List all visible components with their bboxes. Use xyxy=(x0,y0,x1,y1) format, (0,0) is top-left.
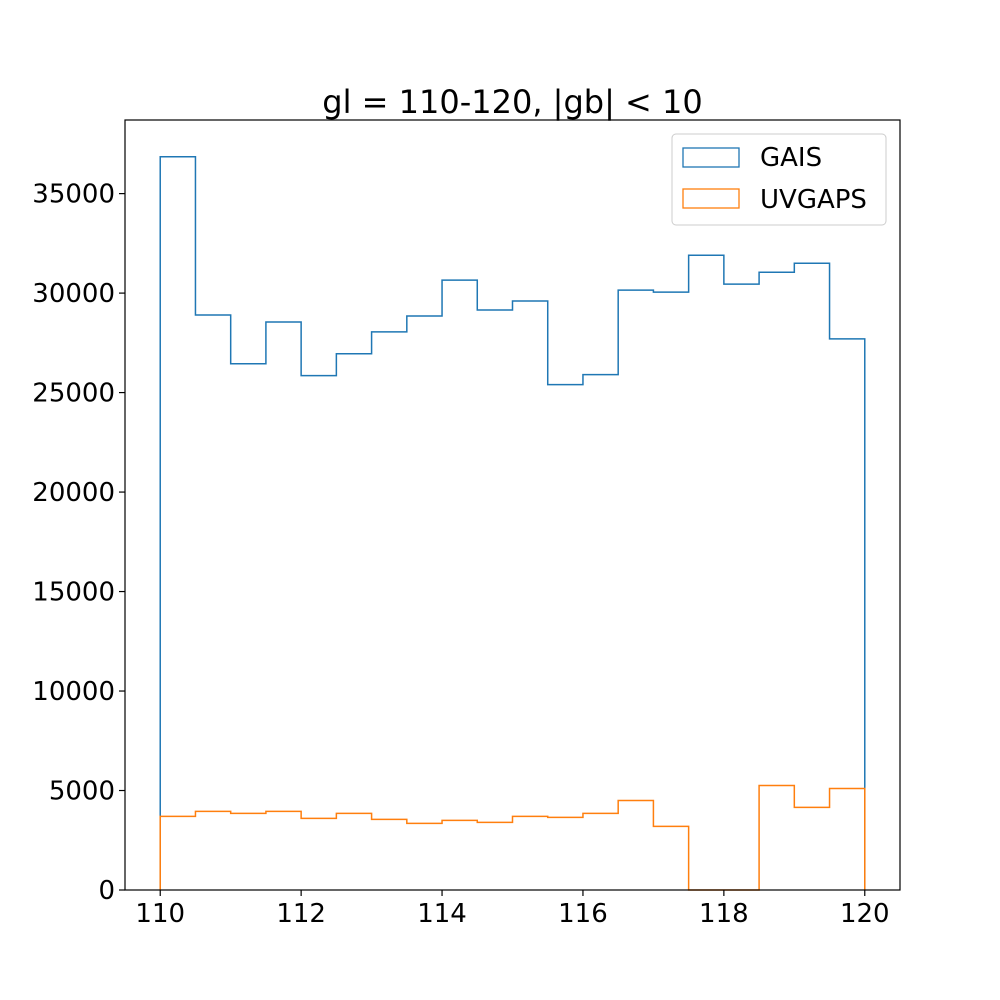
y-tick-label: 5000 xyxy=(49,777,115,807)
x-tick-label: 118 xyxy=(699,899,749,929)
axes-frame xyxy=(124,119,901,891)
y-tick-label: 30000 xyxy=(32,279,115,309)
y-tick-label: 15000 xyxy=(32,578,115,608)
x-axis: 110 112 114 116 118 120 xyxy=(135,890,890,929)
series-line-gais xyxy=(159,156,866,890)
legend-label-uvgaps: UVGAPS xyxy=(760,185,867,215)
y-tick-label: 25000 xyxy=(32,379,115,409)
y-tick-label: 35000 xyxy=(32,180,115,210)
x-tick-label: 110 xyxy=(135,899,185,929)
x-tick-label: 112 xyxy=(276,899,326,929)
y-tick-label: 20000 xyxy=(32,478,115,508)
legend-swatch-gais xyxy=(682,147,740,168)
x-tick-label: 114 xyxy=(417,899,467,929)
legend-box xyxy=(671,133,887,226)
y-axis: 0 5000 10000 15000 20000 25000 30000 35000 xyxy=(32,180,125,906)
y-tick-label: 10000 xyxy=(32,677,115,707)
series-line-uvgaps xyxy=(159,784,866,891)
legend-label-gais: GAIS xyxy=(760,143,822,173)
legend-swatch-uvgaps xyxy=(682,188,740,209)
x-tick-label: 120 xyxy=(840,899,890,929)
chart-title: gl = 110-120, |gb| < 10 xyxy=(322,83,702,121)
y-tick-label: 0 xyxy=(98,876,115,906)
legend: GAIS UVGAPS xyxy=(671,133,887,226)
x-tick-label: 116 xyxy=(558,899,608,929)
plot-area xyxy=(159,156,866,891)
